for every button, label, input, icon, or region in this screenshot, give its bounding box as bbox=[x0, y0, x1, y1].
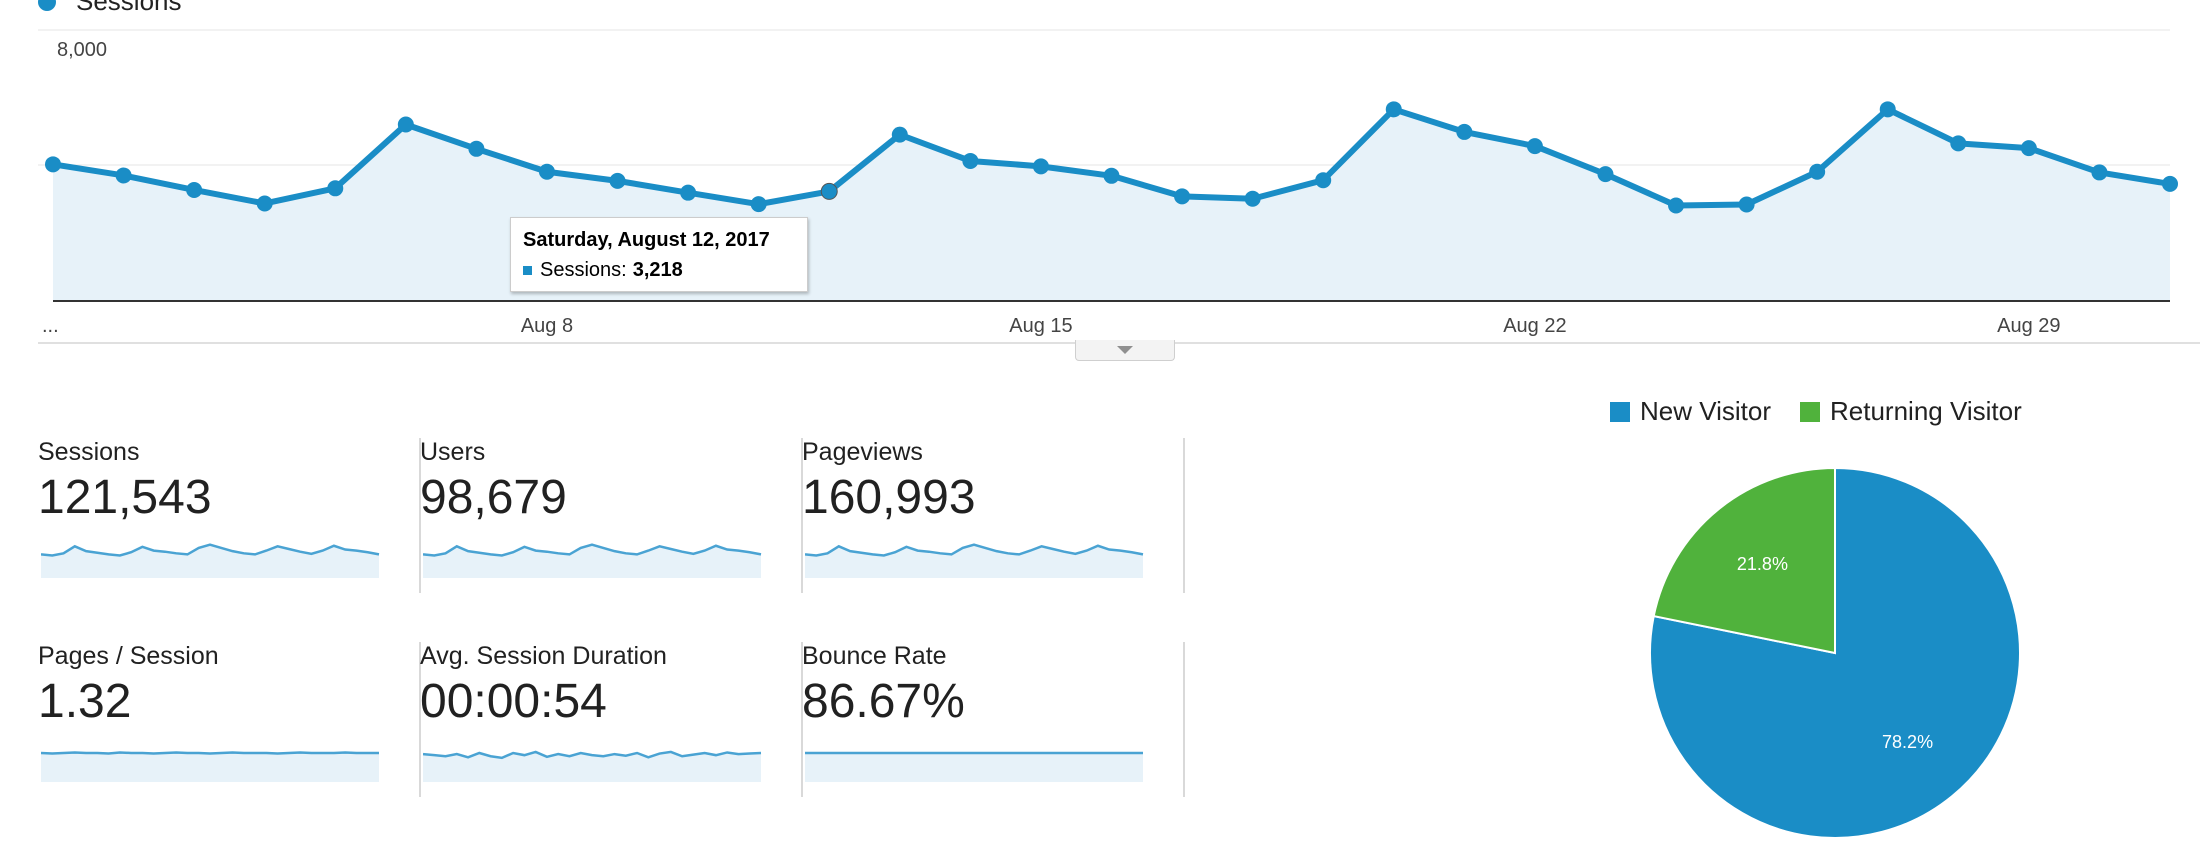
data-point[interactable] bbox=[1385, 101, 1402, 118]
chart-legend[interactable]: Sessions bbox=[38, 0, 182, 17]
metric-pages-per-session[interactable]: Pages / Session 1.32 bbox=[38, 642, 421, 797]
metric-value: 00:00:54 bbox=[420, 675, 607, 728]
sparkline-line bbox=[805, 543, 1144, 557]
data-point[interactable] bbox=[820, 182, 838, 200]
data-point[interactable] bbox=[609, 172, 626, 189]
caret-down-icon bbox=[1117, 346, 1133, 354]
metric-sparkline bbox=[805, 751, 1143, 782]
metric-label: Sessions bbox=[38, 438, 140, 466]
metric-bounce-rate[interactable]: Bounce Rate 86.67% bbox=[802, 642, 1185, 797]
returning-visitor-swatch bbox=[1800, 401, 1820, 422]
metric-label: Pages / Session bbox=[38, 642, 219, 670]
data-point[interactable] bbox=[2020, 140, 2037, 157]
data-point[interactable] bbox=[1456, 123, 1473, 140]
data-point[interactable] bbox=[1103, 167, 1120, 184]
pie-slice-label: 21.8% bbox=[1737, 554, 1788, 574]
x-tick-label: Aug 8 bbox=[521, 315, 573, 337]
new-visitor-swatch bbox=[1610, 401, 1630, 422]
collapse-chart-toggle[interactable] bbox=[1075, 340, 1175, 361]
sparkline-line bbox=[41, 543, 380, 557]
data-point[interactable] bbox=[2162, 175, 2178, 192]
data-point[interactable] bbox=[1174, 188, 1191, 205]
tooltip-date: Saturday, August 12, 2017 bbox=[523, 229, 770, 251]
metric-value: 160,993 bbox=[802, 471, 976, 524]
metric-sparkline bbox=[41, 751, 379, 782]
metric-value: 98,679 bbox=[420, 471, 567, 524]
metric-label: Pageviews bbox=[802, 438, 923, 466]
metric-sparkline bbox=[423, 543, 762, 578]
sparkline-line bbox=[423, 543, 762, 557]
metric-label: Bounce Rate bbox=[802, 642, 947, 670]
pie-slice[interactable] bbox=[1652, 466, 1836, 655]
data-point[interactable] bbox=[538, 163, 555, 180]
metric-value: 121,543 bbox=[38, 471, 212, 524]
pie-slice-label: 78.2% bbox=[1882, 732, 1933, 752]
metric-label: Users bbox=[420, 438, 486, 466]
data-point[interactable] bbox=[45, 156, 61, 173]
tooltip-value: 3,218 bbox=[632, 259, 683, 281]
x-tick-label: Aug 22 bbox=[1503, 315, 1566, 337]
sparkline-area bbox=[423, 751, 761, 782]
visitor-type-pie-chart[interactable]: 78.2% 21.8% bbox=[1640, 458, 2030, 848]
metric-value: 86.67% bbox=[802, 675, 965, 728]
metric-sparkline bbox=[423, 750, 762, 782]
data-point[interactable] bbox=[1879, 101, 1896, 118]
sessions-legend-label: Sessions bbox=[76, 0, 182, 16]
data-point[interactable] bbox=[1950, 135, 1967, 152]
pie-legend-new-visitor[interactable]: New Visitor bbox=[1610, 396, 1771, 427]
data-point[interactable] bbox=[256, 195, 273, 212]
metric-avg-session-duration[interactable]: Avg. Session Duration 00:00:54 bbox=[420, 642, 803, 797]
data-point[interactable] bbox=[186, 181, 203, 198]
sparkline-line bbox=[423, 750, 762, 760]
metric-value: 1.32 bbox=[38, 675, 132, 728]
data-point[interactable] bbox=[1809, 163, 1826, 180]
data-point[interactable] bbox=[1244, 190, 1261, 207]
data-point[interactable] bbox=[397, 116, 414, 133]
data-point[interactable] bbox=[468, 140, 485, 157]
x-tick-label: Aug 29 bbox=[1997, 315, 2060, 337]
pie-legend-label: New Visitor bbox=[1640, 396, 1772, 426]
x-tick-label: Aug 15 bbox=[1009, 315, 1072, 337]
x-tick-label: ... bbox=[42, 315, 59, 337]
data-point[interactable] bbox=[750, 196, 767, 213]
data-point[interactable] bbox=[962, 152, 979, 169]
data-point[interactable] bbox=[115, 167, 132, 184]
data-point[interactable] bbox=[1668, 197, 1685, 214]
data-point[interactable] bbox=[327, 180, 344, 197]
sparkline-area bbox=[41, 752, 379, 782]
metric-sparkline bbox=[805, 543, 1144, 578]
metric-sessions[interactable]: Sessions 121,543 bbox=[38, 438, 421, 593]
sparkline-line bbox=[41, 751, 379, 755]
tooltip-series: Sessions: bbox=[540, 259, 627, 281]
sparkline-area bbox=[423, 544, 761, 578]
data-point[interactable] bbox=[1597, 166, 1614, 183]
tooltip-row: Sessions: 3,218 bbox=[523, 256, 795, 284]
sparkline-area bbox=[41, 544, 379, 578]
metric-sparkline bbox=[41, 543, 380, 578]
data-point[interactable] bbox=[1738, 196, 1755, 213]
data-point[interactable] bbox=[891, 126, 908, 143]
pie-legend-label: Returning Visitor bbox=[1830, 396, 2022, 426]
data-point[interactable] bbox=[1315, 172, 1332, 189]
pie-legend-returning-visitor[interactable]: Returning Visitor bbox=[1800, 396, 2022, 427]
data-point[interactable] bbox=[1526, 138, 1543, 155]
metric-pageviews[interactable]: Pageviews 160,993 bbox=[802, 438, 1185, 593]
data-point[interactable] bbox=[680, 184, 697, 201]
y-tick-label: 8,000 bbox=[57, 39, 107, 61]
data-point[interactable] bbox=[2091, 164, 2108, 181]
sessions-legend-swatch bbox=[38, 0, 56, 11]
data-point[interactable] bbox=[1032, 158, 1049, 175]
metric-users[interactable]: Users 98,679 bbox=[420, 438, 803, 593]
sparkline-area bbox=[805, 753, 1143, 782]
chart-tooltip: Saturday, August 12, 2017 Sessions: 3,21… bbox=[510, 217, 808, 292]
sparkline-area bbox=[805, 544, 1143, 578]
metric-label: Avg. Session Duration bbox=[420, 642, 667, 670]
tooltip-swatch bbox=[523, 265, 532, 275]
